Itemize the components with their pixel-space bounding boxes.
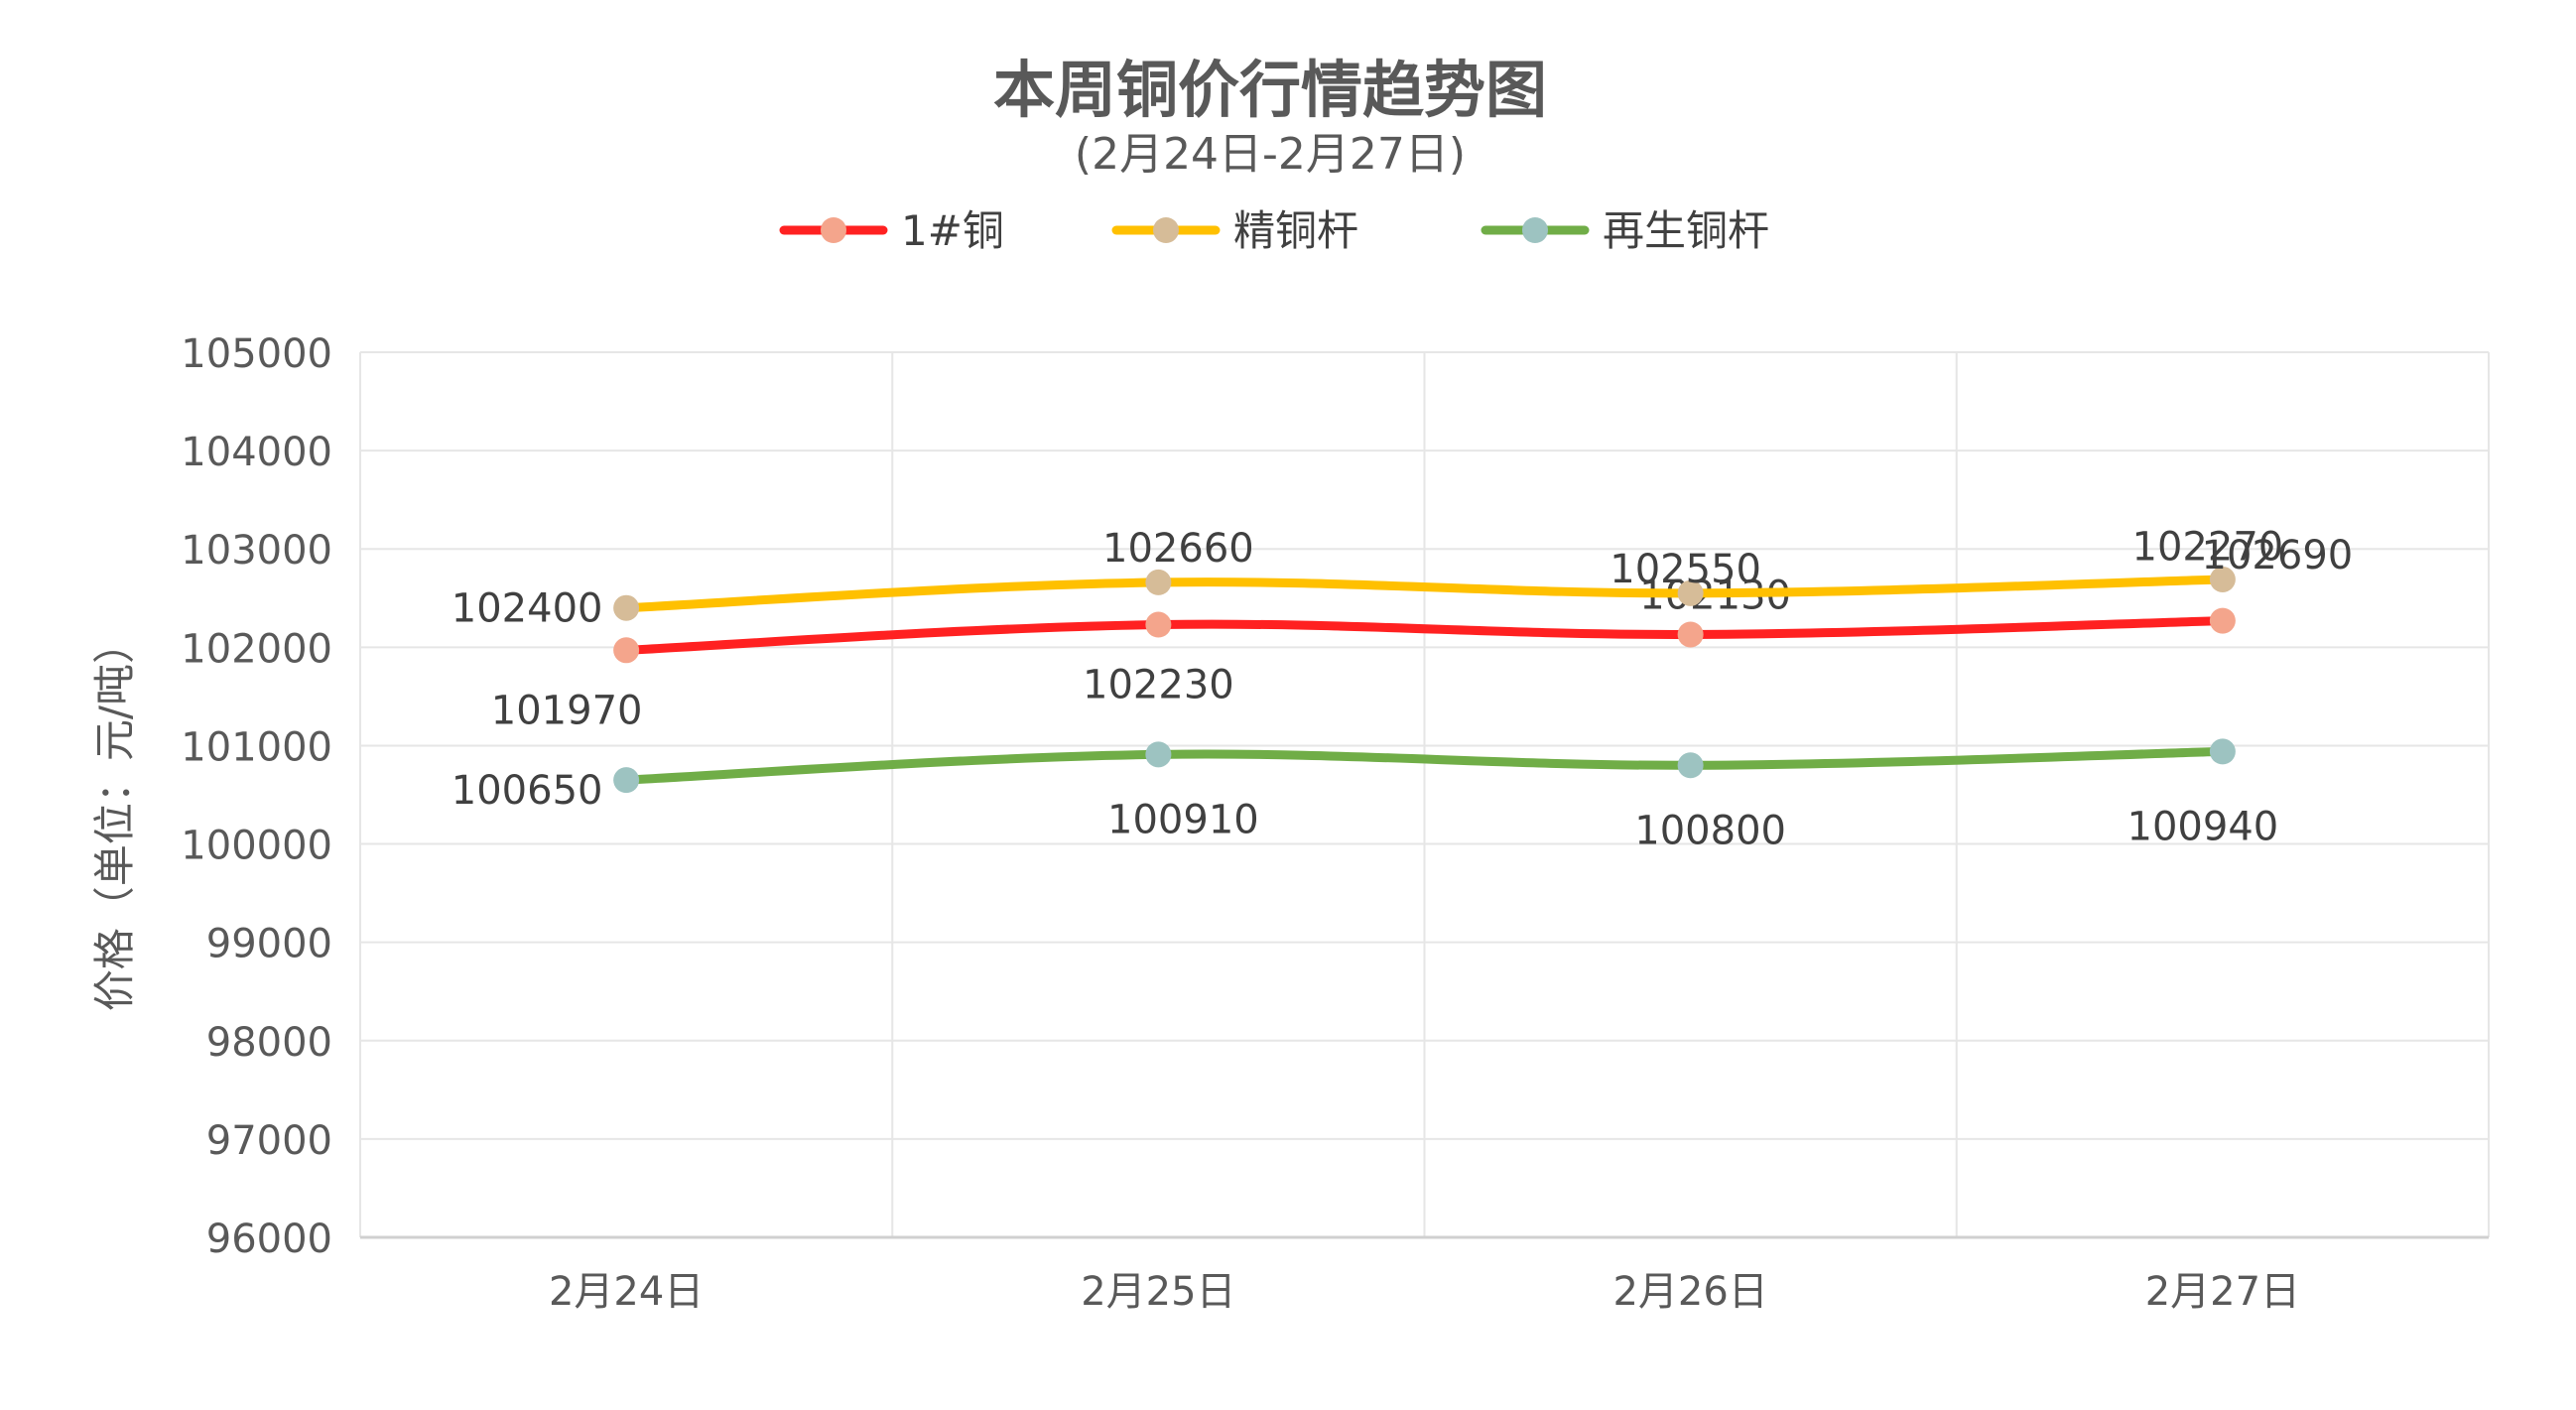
- legend-label: 精铜杆: [1233, 206, 1358, 255]
- series-2: 102400 102660 102550 102690: [451, 526, 2353, 632]
- data-point: [1677, 752, 1704, 779]
- x-tick-label: 2月25日: [1081, 1269, 1235, 1315]
- legend-item: 精铜杆: [1111, 206, 1358, 255]
- data-label: 102550: [1610, 547, 1761, 592]
- data-point: [1145, 741, 1172, 768]
- data-label: 100910: [1107, 797, 1259, 842]
- data-point: [1677, 579, 1704, 606]
- data-point: [613, 767, 640, 794]
- y-axis: 105000 104000 103000 102000 101000 100000 9900…: [181, 331, 332, 1262]
- data-point: [613, 637, 640, 664]
- y-tick-label: 98000: [206, 1020, 332, 1066]
- legend-item: 再生铜杆: [1481, 206, 1769, 255]
- data-label: 102400: [451, 586, 603, 632]
- y-tick-label: 97000: [206, 1118, 332, 1164]
- y-tick-label: 102000: [181, 626, 332, 672]
- data-point: [2209, 738, 2236, 765]
- series-line: [621, 746, 2228, 785]
- x-axis: 2月24日 2月25日 2月26日 2月27日: [360, 1235, 2489, 1315]
- data-label: 102690: [2202, 533, 2354, 578]
- data-label: 102230: [1083, 663, 1234, 708]
- data-point: [1145, 569, 1172, 595]
- series-line: [621, 616, 2228, 655]
- legend-label: 1#铜: [901, 206, 1004, 255]
- x-tick-label: 2月24日: [549, 1269, 704, 1315]
- data-label: 102660: [1102, 526, 1254, 572]
- data-point: [2209, 566, 2236, 592]
- y-tick-label: 96000: [206, 1217, 332, 1262]
- y-tick-label: 105000: [181, 331, 332, 377]
- x-tick-label: 2月27日: [2145, 1269, 2300, 1315]
- series-line: [621, 575, 2228, 613]
- data-point: [2209, 607, 2236, 634]
- legend-swatch-marker: [821, 217, 846, 243]
- data-label: 100940: [2127, 804, 2279, 849]
- legend-swatch-marker: [1522, 217, 1548, 243]
- series-3: 100650 100910 100800 100940: [451, 738, 2278, 853]
- y-tick-label: 100000: [181, 824, 332, 869]
- chart-title: 本周铜价行情趋势图: [993, 54, 1547, 126]
- legend-item: 1#铜: [779, 206, 1004, 255]
- data-label: 100800: [1634, 808, 1786, 853]
- legend-swatch-marker: [1153, 217, 1179, 243]
- y-tick-label: 103000: [181, 528, 332, 574]
- data-point: [1145, 611, 1172, 638]
- data-point: [613, 594, 640, 621]
- y-axis-label: 价格（单位：元/吨）: [90, 622, 139, 1011]
- y-tick-label: 101000: [181, 724, 332, 770]
- data-label: 101970: [491, 688, 643, 733]
- y-tick-label: 104000: [181, 430, 332, 475]
- y-tick-label: 99000: [206, 922, 332, 967]
- chart-grid: [359, 351, 2490, 1238]
- chart-legend: 1#铜 精铜杆 再生铜杆: [779, 206, 1769, 255]
- legend-label: 再生铜杆: [1603, 206, 1769, 255]
- x-tick-label: 2月26日: [1612, 1269, 1767, 1315]
- chart-subtitle: (2月24日-2月27日): [1075, 129, 1466, 180]
- data-label: 102270: [2132, 525, 2284, 571]
- data-point: [1677, 621, 1704, 648]
- data-label: 100650: [451, 768, 603, 814]
